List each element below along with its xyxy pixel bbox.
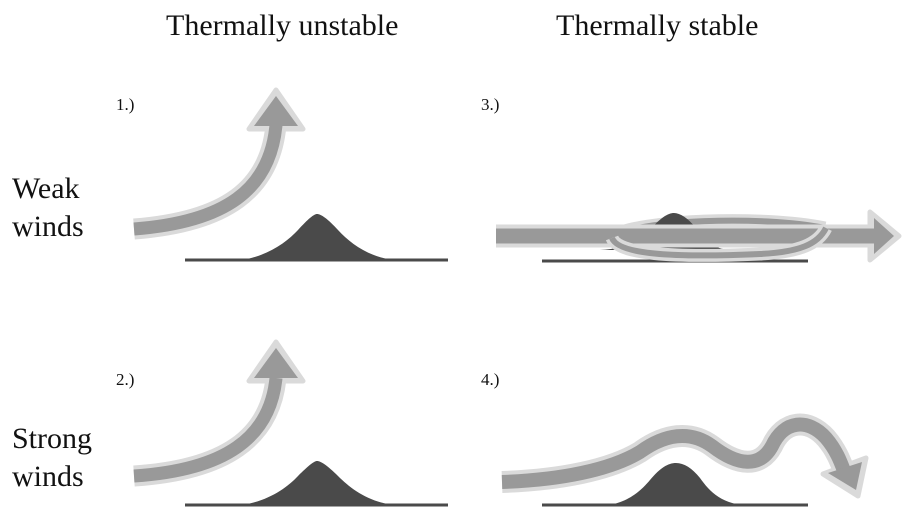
row-label-weak-line2: winds [12,210,84,243]
panel-4-scene [501,413,869,507]
row-label-strong-line1: Strong [12,422,93,455]
panel-2-scene [133,339,448,507]
panel-label-1: 1.) [116,95,135,114]
lee-wave-arrow [501,413,869,499]
row-label-strong-line2: winds [12,460,84,493]
panel-1-scene [133,87,448,262]
rising-flow-arrow-2 [133,339,306,487]
heading-thermally-unstable: Thermally unstable [166,9,399,42]
heading-thermally-stable: Thermally stable [556,9,759,42]
panel-3-scene [496,209,902,263]
hill-1 [230,214,405,261]
panel-label-2: 2.) [116,370,135,389]
flow-around-arrow [496,209,902,263]
row-label-weak-line1: Weak [12,172,80,205]
hill-2 [230,461,405,506]
row-label-strong-winds: Strong winds [12,420,92,496]
panel-label-3: 3.) [481,95,500,114]
rising-flow-arrow-1 [133,87,306,240]
panel-label-4: 4.) [481,370,500,389]
hill-4 [600,463,752,506]
row-label-weak-winds: Weak winds [12,170,84,246]
